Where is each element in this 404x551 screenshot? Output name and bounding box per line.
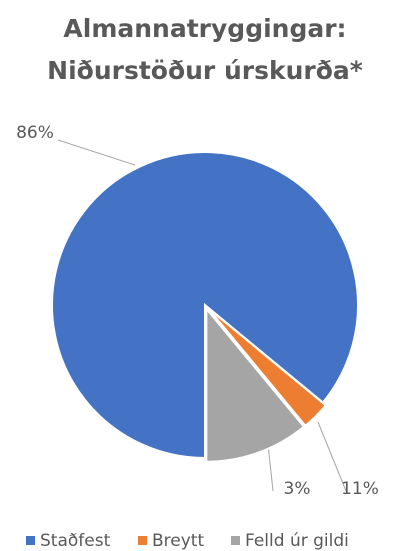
legend-swatch: [138, 536, 147, 545]
legend-label: Staðfest: [40, 531, 111, 551]
data-label: 86%: [16, 123, 54, 143]
chart-title: Almannatryggingar:: [63, 14, 346, 43]
pie-slice: [205, 305, 306, 463]
data-label: 3%: [284, 479, 311, 499]
leader-line: [317, 421, 347, 492]
legend-label: Breytt: [152, 531, 204, 551]
leader-line: [267, 443, 274, 492]
leader-line: [57, 139, 136, 166]
legend-swatch: [231, 536, 240, 545]
data-label: 11%: [341, 479, 379, 499]
legend-swatch: [26, 536, 35, 545]
chart-title: Niðurstöður úrskurða*: [47, 56, 363, 85]
pie-slice: [207, 307, 328, 428]
pie-slice: [51, 151, 359, 460]
legend-label: Felld úr gildi: [245, 531, 349, 551]
